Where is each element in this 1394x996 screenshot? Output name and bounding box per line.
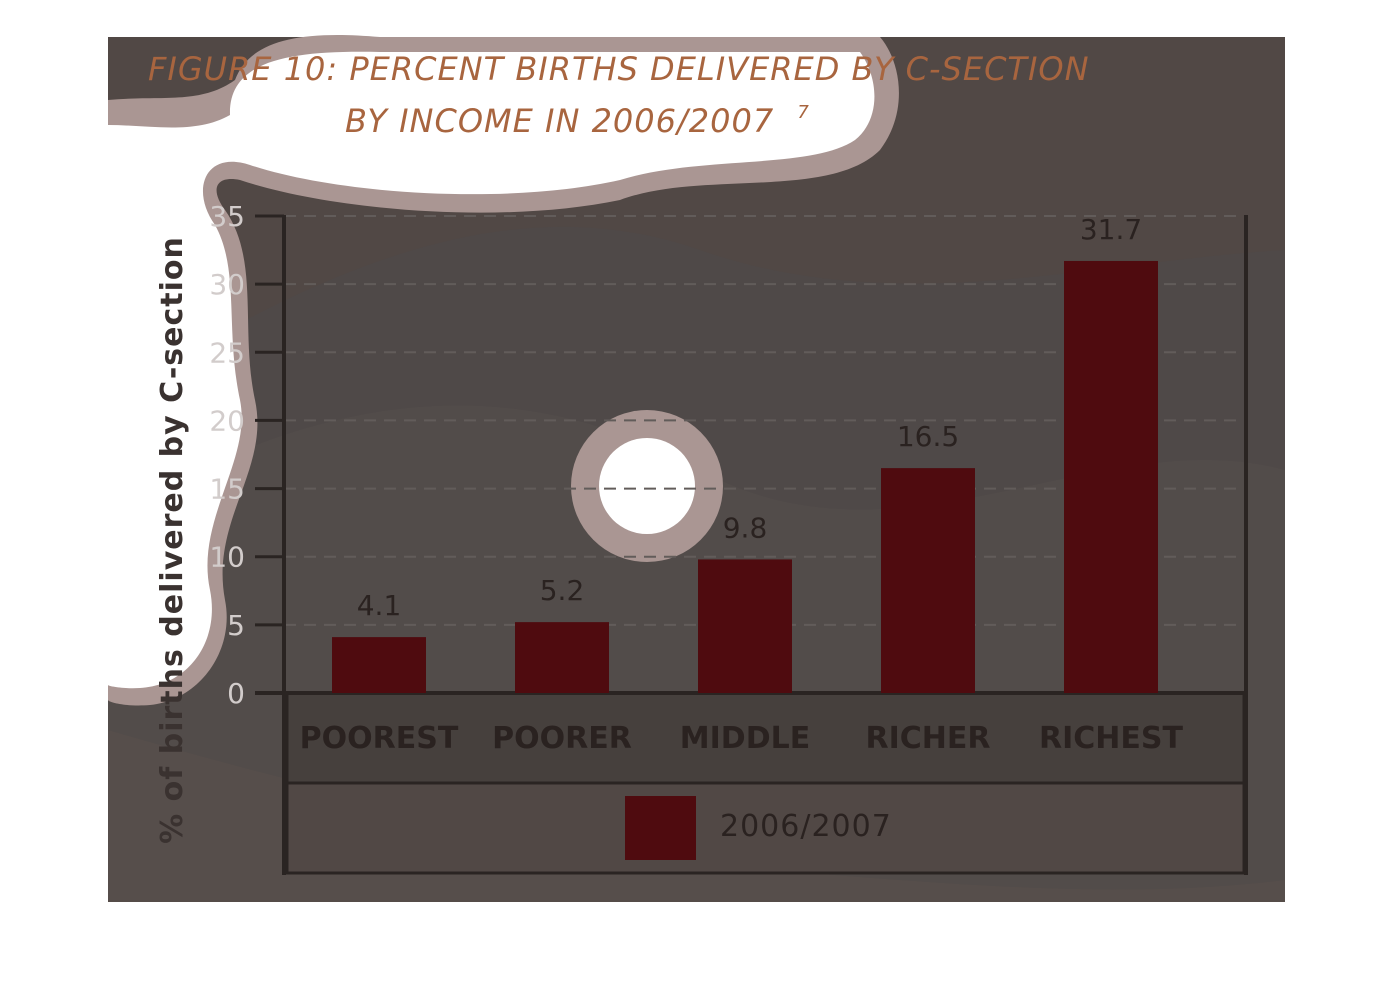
data-label: 31.7 bbox=[1080, 213, 1142, 246]
chart-title-line2-text: BY INCOME IN 2006/2007 bbox=[345, 102, 774, 140]
chart-title-line2: BY INCOME IN 2006/2007 7 bbox=[345, 102, 810, 140]
legend-label: 2006/2007 bbox=[720, 809, 892, 844]
category-label: MIDDLE bbox=[680, 721, 810, 756]
category-label: POOREST bbox=[300, 721, 459, 756]
decorative-blob bbox=[108, 34, 899, 706]
y-tick-label: 5 bbox=[227, 609, 245, 642]
bar-richest bbox=[1064, 260, 1158, 693]
y-tick-label: 30 bbox=[209, 268, 245, 301]
bar-poorest bbox=[332, 637, 426, 693]
category-label: RICHEST bbox=[1039, 721, 1183, 756]
y-tick-label: 0 bbox=[227, 677, 245, 710]
ring-decoration bbox=[571, 410, 723, 562]
y-tick-label: 25 bbox=[209, 336, 245, 369]
bar-richer bbox=[881, 468, 975, 693]
category-label: RICHER bbox=[866, 721, 991, 756]
bar-middle bbox=[698, 559, 792, 693]
y-tick-label: 15 bbox=[209, 473, 245, 506]
y-tick-label: 35 bbox=[209, 200, 245, 233]
legend-swatch bbox=[625, 796, 696, 860]
data-label: 4.1 bbox=[357, 589, 402, 622]
data-label: 5.2 bbox=[540, 574, 585, 607]
y-tick-label: 10 bbox=[209, 541, 245, 574]
chart-title-line1: FIGURE 10: PERCENT BIRTHS DELIVERED BY C… bbox=[148, 50, 1090, 88]
y-tick-label: 20 bbox=[209, 404, 245, 437]
category-labels: POOREST POORER MIDDLE RICHER RICHEST bbox=[300, 721, 1184, 756]
category-label: POORER bbox=[492, 721, 632, 756]
legend: 2006/2007 bbox=[625, 796, 892, 860]
data-label: 9.8 bbox=[723, 511, 768, 544]
data-labels: 4.1 5.2 9.8 16.5 31.7 bbox=[357, 213, 1142, 622]
data-label: 16.5 bbox=[897, 420, 959, 453]
y-axis-ticks: 0 5 10 15 20 25 30 35 bbox=[209, 200, 284, 710]
bar-poorer bbox=[515, 622, 609, 693]
footnote-marker: 7 bbox=[797, 102, 809, 123]
bars bbox=[332, 260, 1158, 693]
y-axis-title: % of births delivered by C-section bbox=[155, 236, 190, 844]
legend-band bbox=[285, 781, 1246, 875]
